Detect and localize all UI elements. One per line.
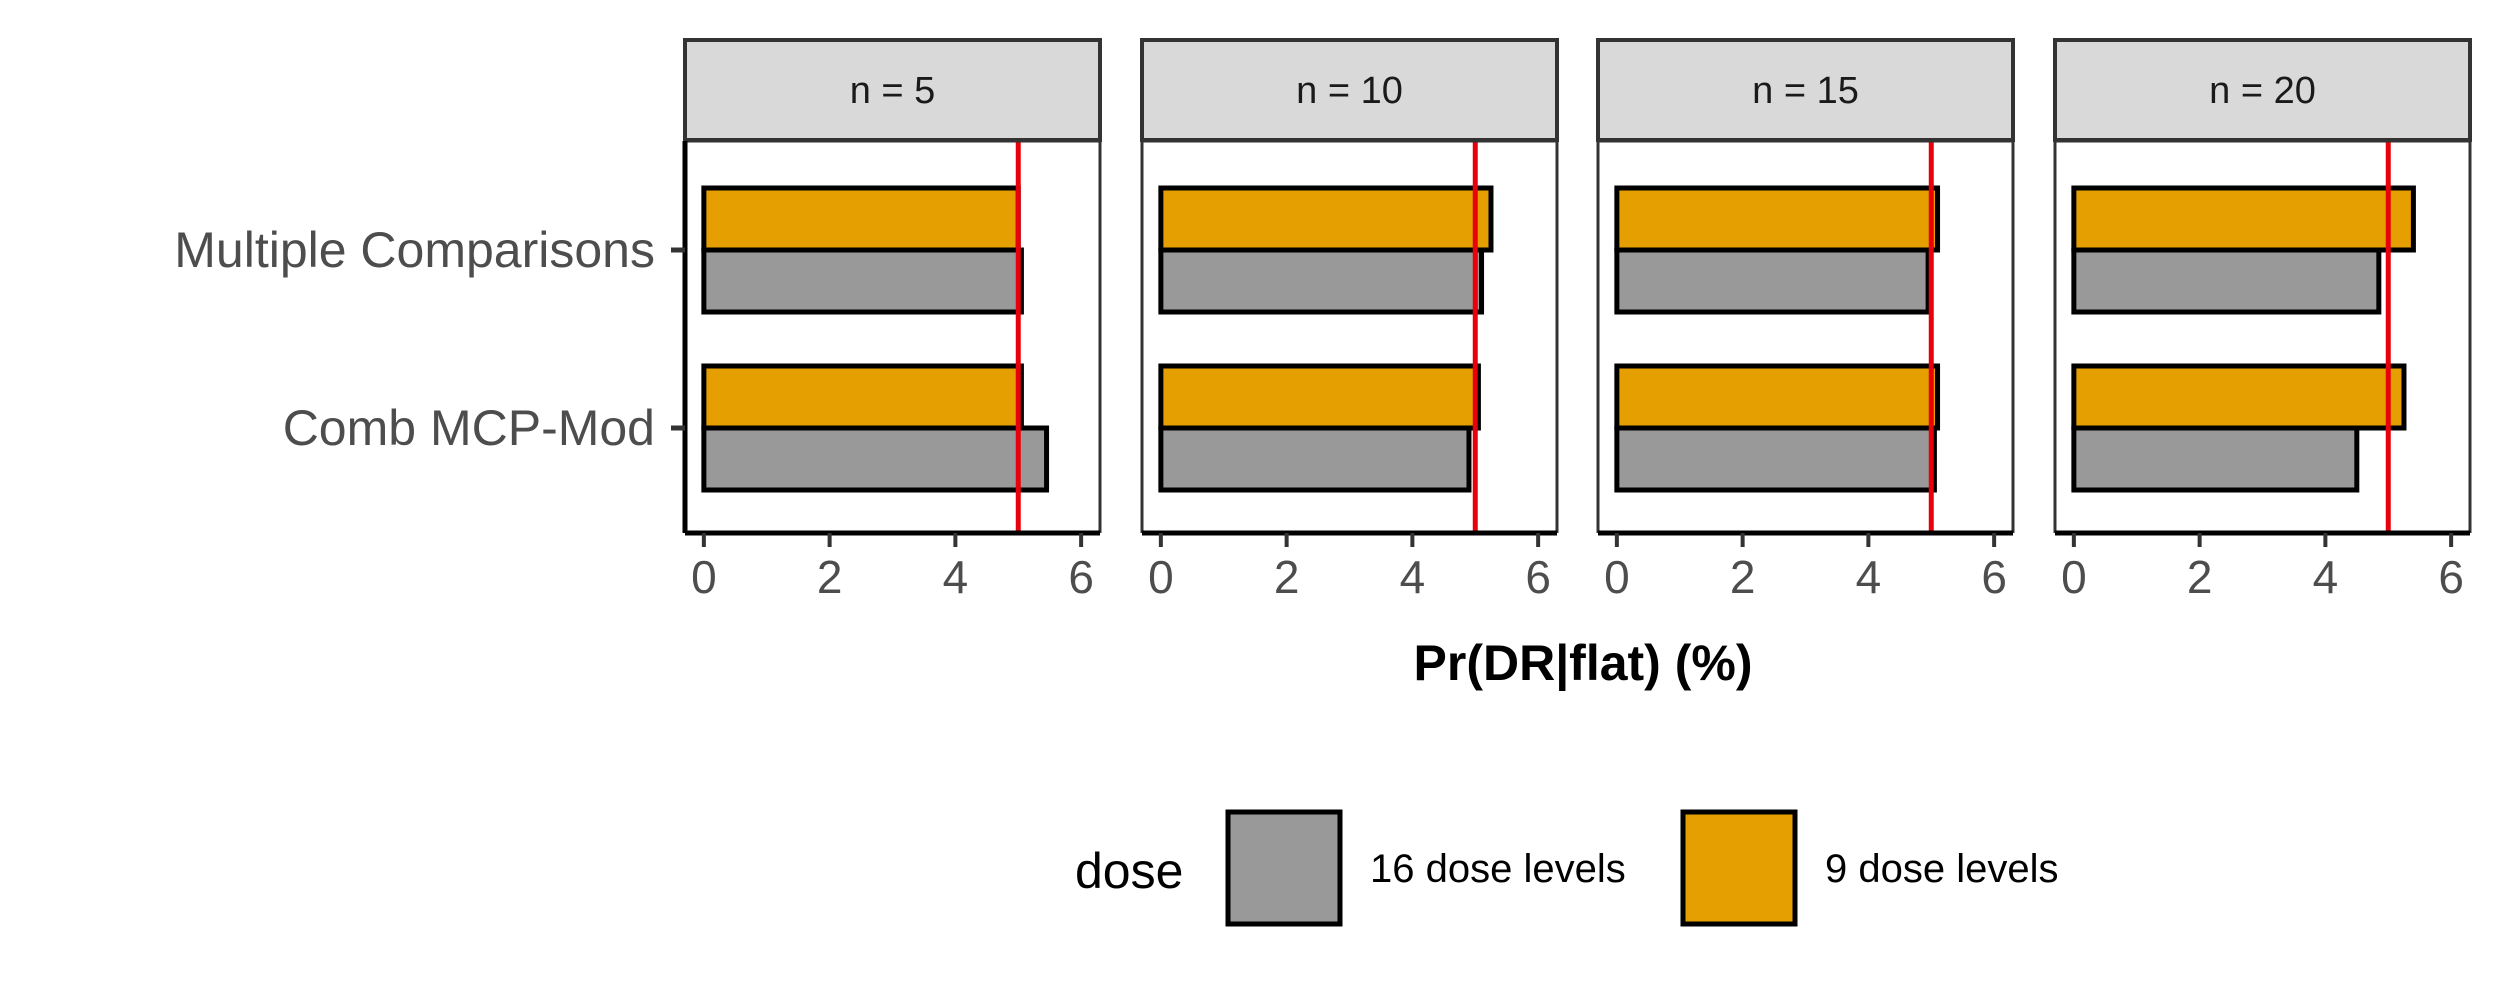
panel-3: n = 15 0 2 4 6: [1596, 38, 2015, 603]
category-label: Multiple Comparisons: [174, 222, 655, 278]
bar-comb-mcp-mod-16-dose-levels: [2071, 425, 2360, 493]
x-tick-label: 0: [1604, 551, 1630, 603]
category-label: Comb MCP-Mod: [283, 400, 655, 456]
facet-label: n = 10: [1296, 70, 1403, 112]
panel-border: [2053, 139, 2472, 533]
bar-multiple-comparisons-16-dose-levels: [1158, 247, 1485, 315]
bar-multiple-comparisons-9-dose-levels: [1158, 185, 1494, 253]
x-tick-label: 0: [2061, 551, 2087, 603]
facet-strip: [1596, 38, 2015, 142]
y-axis: Multiple Comparisons Comb MCP-Mod: [174, 141, 688, 533]
bar-comb-mcp-mod-9-dose-levels: [1614, 363, 1941, 431]
panel-border: [1596, 139, 2015, 533]
bar-comb-mcp-mod-9-dose-levels: [1158, 363, 1481, 431]
x-tick-label: 4: [1400, 551, 1426, 603]
bar-multiple-comparisons-16-dose-levels: [2071, 247, 2382, 315]
bar-multiple-comparisons-9-dose-levels: [1614, 185, 1941, 253]
x-tick-label: 0: [1148, 551, 1174, 603]
bar-comb-mcp-mod-16-dose-levels: [1158, 425, 1472, 493]
x-axis-title: Pr(DR|flat) (%): [1414, 635, 1753, 692]
x-tick-label: 0: [691, 551, 717, 603]
facet-strip: [2053, 38, 2472, 142]
bar-comb-mcp-mod-9-dose-levels: [2071, 363, 2407, 431]
legend: dose 16 dose levels 9 dose levels: [1075, 809, 2058, 927]
x-tick-label: 6: [2438, 551, 2464, 603]
x-tick-label: 2: [1274, 551, 1300, 603]
x-tick-label: 2: [817, 551, 843, 603]
legend-label-9-dose-levels: 9 dose levels: [1825, 847, 2058, 891]
facet-label: n = 20: [2209, 70, 2316, 112]
x-tick-label: 2: [1730, 551, 1756, 603]
legend-title: dose: [1075, 843, 1183, 899]
facet-label: n = 5: [850, 70, 936, 112]
bar-comb-mcp-mod-16-dose-levels: [1614, 425, 1937, 493]
legend-label-16-dose-levels: 16 dose levels: [1370, 847, 1626, 891]
panel-border: [1140, 139, 1559, 533]
legend-key-16-dose-levels: [1225, 809, 1343, 927]
x-tick-label: 6: [1068, 551, 1094, 603]
bar-multiple-comparisons-16-dose-levels: [1614, 247, 1931, 315]
bar-multiple-comparisons-9-dose-levels: [701, 185, 1021, 253]
panel-2: n = 10 0 2 4 6: [1140, 38, 1559, 603]
x-tick-label: 4: [2313, 551, 2339, 603]
bar-multiple-comparisons-16-dose-levels: [701, 247, 1024, 315]
bar-comb-mcp-mod-16-dose-levels: [701, 425, 1050, 493]
x-tick-label: 6: [1981, 551, 2007, 603]
x-tick-label: 2: [2187, 551, 2213, 603]
panel-4: n = 20 0 2 4 6: [2053, 38, 2472, 603]
panel-1: n = 5 0 2 4 6: [683, 38, 1102, 603]
x-tick-label: 4: [943, 551, 969, 603]
facet-strip: [683, 38, 1102, 142]
facet-strip: [1140, 38, 1559, 142]
bar-multiple-comparisons-9-dose-levels: [2071, 185, 2416, 253]
bar-comb-mcp-mod-9-dose-levels: [701, 363, 1024, 431]
facet-label: n = 15: [1752, 70, 1859, 112]
legend-key-9-dose-levels: [1680, 809, 1798, 927]
x-tick-label: 4: [1856, 551, 1882, 603]
x-tick-label: 6: [1525, 551, 1551, 603]
